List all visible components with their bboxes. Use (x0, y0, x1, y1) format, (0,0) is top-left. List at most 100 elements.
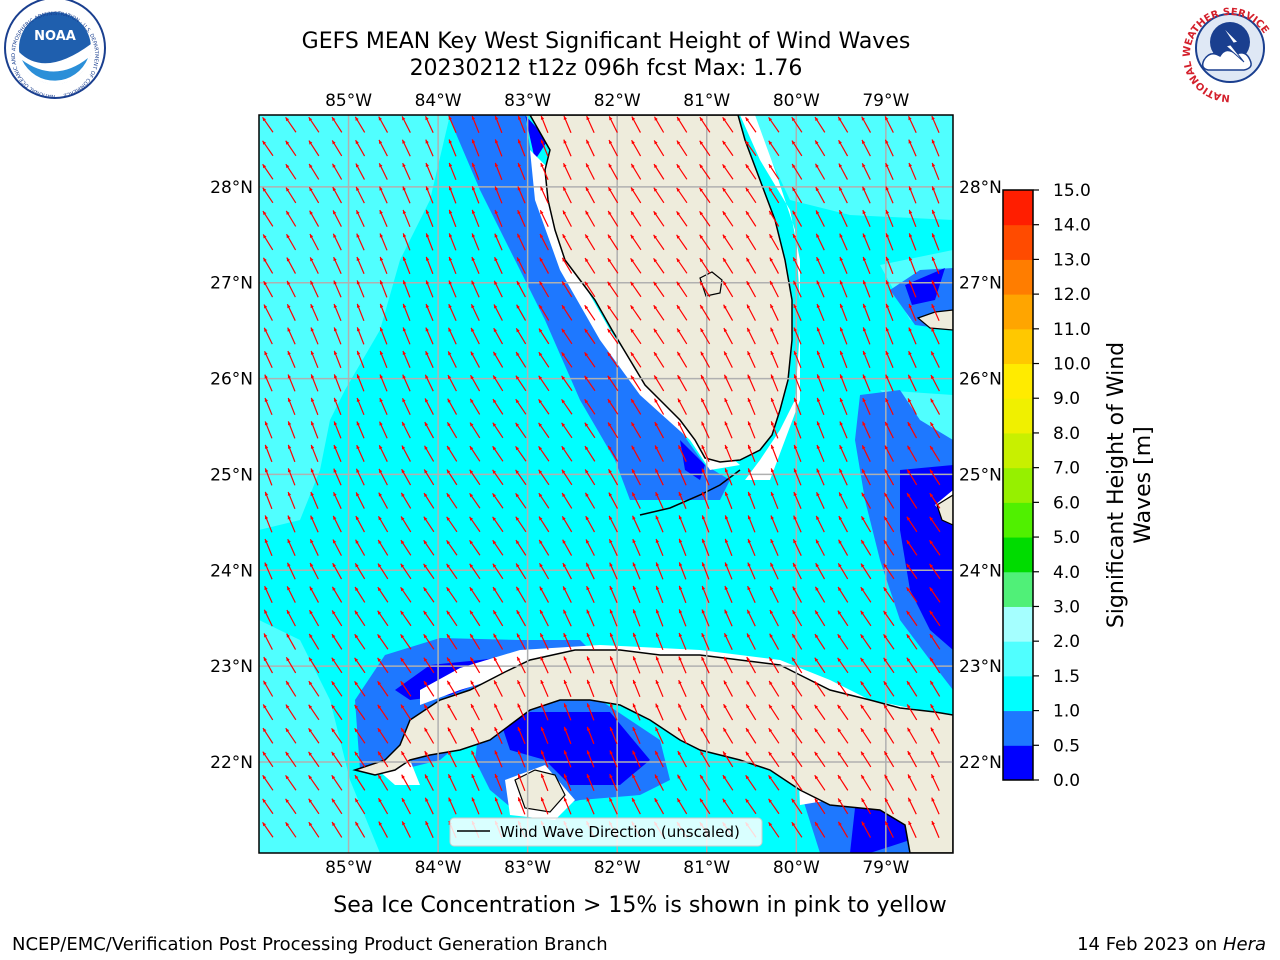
wave-arrow (447, 750, 457, 768)
wave-arrow (607, 422, 619, 439)
wave-arrow (493, 680, 503, 697)
wave-arrow (678, 632, 687, 651)
wave-arrow (931, 209, 940, 228)
wave-arrow (263, 280, 274, 298)
wave-arrow (607, 304, 619, 321)
wave-arrow (310, 444, 319, 463)
wave-arrow (538, 398, 550, 415)
wave-arrow (425, 256, 434, 275)
wave-arrow (356, 350, 365, 369)
wave-arrow (631, 774, 641, 791)
wave-arrow (677, 727, 687, 744)
wave-arrow (747, 397, 756, 416)
wave-arrow (264, 350, 273, 368)
wave-arrow (379, 350, 388, 369)
wave-arrow (469, 633, 481, 650)
wave-arrow (331, 610, 343, 627)
footer-date: 14 Feb 2023 on Hera (1077, 934, 1266, 955)
wave-arrow (723, 304, 734, 321)
wave-arrow (701, 538, 710, 557)
wave-arrow (515, 516, 527, 533)
wave-arrow (308, 680, 320, 697)
wave-arrow (654, 797, 665, 815)
wave-arrow (539, 586, 550, 603)
wave-arrow (540, 703, 549, 721)
wave-arrow (287, 515, 296, 533)
wave-arrow (377, 633, 389, 650)
wave-arrow (424, 115, 434, 133)
wave-arrow (607, 281, 619, 298)
wave-arrow (862, 209, 871, 228)
wave-arrow (561, 375, 573, 392)
wave-arrow (379, 327, 388, 345)
wave-arrow (287, 397, 296, 416)
wave-arrow (424, 774, 434, 791)
colorbar-tick-label: 13.0 (1053, 250, 1091, 270)
wave-arrow (609, 703, 618, 721)
wave-arrow (586, 797, 595, 815)
wave-arrow (929, 445, 941, 462)
wave-arrow (929, 516, 941, 533)
wave-arrow (262, 116, 274, 133)
wave-arrow (309, 210, 320, 227)
wave-arrow (286, 257, 296, 274)
wave-arrow (724, 397, 733, 415)
wave-arrow (607, 257, 619, 274)
wave-arrow (492, 563, 504, 580)
wave-arrow (929, 539, 941, 556)
wave-arrow (745, 704, 757, 721)
wave-arrow (309, 609, 320, 627)
wave-arrow (354, 610, 366, 627)
wave-arrow (655, 562, 664, 580)
lon-label-bottom: 80°W (773, 858, 820, 878)
wave-arrow (471, 256, 480, 275)
wave-arrow (654, 421, 665, 439)
wave-arrow (908, 233, 917, 251)
wave-arrow (356, 233, 365, 251)
wave-arrow (816, 280, 825, 298)
wave-arrow (653, 281, 665, 298)
wave-arrow (701, 562, 710, 580)
wave-arrow (701, 609, 710, 627)
wave-arrow (333, 468, 342, 486)
wave-arrow (354, 727, 366, 744)
wave-arrow (471, 797, 480, 815)
wave-arrow (586, 632, 595, 651)
wave-arrow (676, 328, 688, 345)
wave-arrow (264, 397, 273, 416)
wave-arrow (770, 468, 779, 486)
wave-arrow (377, 515, 389, 533)
wave-arrow (471, 773, 480, 792)
wave-arrow (608, 515, 618, 533)
wave-arrow (516, 609, 527, 627)
wave-arrow (538, 516, 550, 533)
wave-arrow (469, 516, 481, 533)
wave-arrow (816, 421, 825, 439)
wave-arrow (631, 468, 641, 486)
latitude-labels-left: 28°N 27°N 26°N 25°N 24°N 23°N 22°N (210, 178, 253, 773)
wave-arrow (884, 139, 894, 157)
wave-arrow (653, 257, 665, 274)
wave-arrow (839, 233, 848, 251)
wave-arrow (447, 398, 458, 415)
wave-arrow (632, 609, 641, 627)
wave-arrow (839, 327, 848, 345)
colorbar-swatch (1003, 224, 1033, 260)
wave-arrow (906, 586, 918, 603)
wave-arrow (700, 374, 710, 392)
wave-arrow (907, 774, 917, 791)
wave-arrow (883, 516, 895, 533)
wave-arrow (584, 422, 596, 439)
footer-date-text: 14 Feb 2023 on (1077, 934, 1223, 955)
wave-arrow (930, 750, 940, 768)
wave-arrow (585, 562, 595, 580)
wave-arrow (701, 585, 710, 604)
wave-arrow (446, 516, 458, 533)
wave-arrow (907, 797, 917, 815)
wave-arrow (332, 491, 342, 509)
wave-arrow (586, 679, 595, 698)
wave-arrow (515, 351, 527, 368)
wave-arrow (653, 304, 665, 321)
wave-arrow (791, 657, 803, 674)
wave-arrow (885, 327, 894, 345)
